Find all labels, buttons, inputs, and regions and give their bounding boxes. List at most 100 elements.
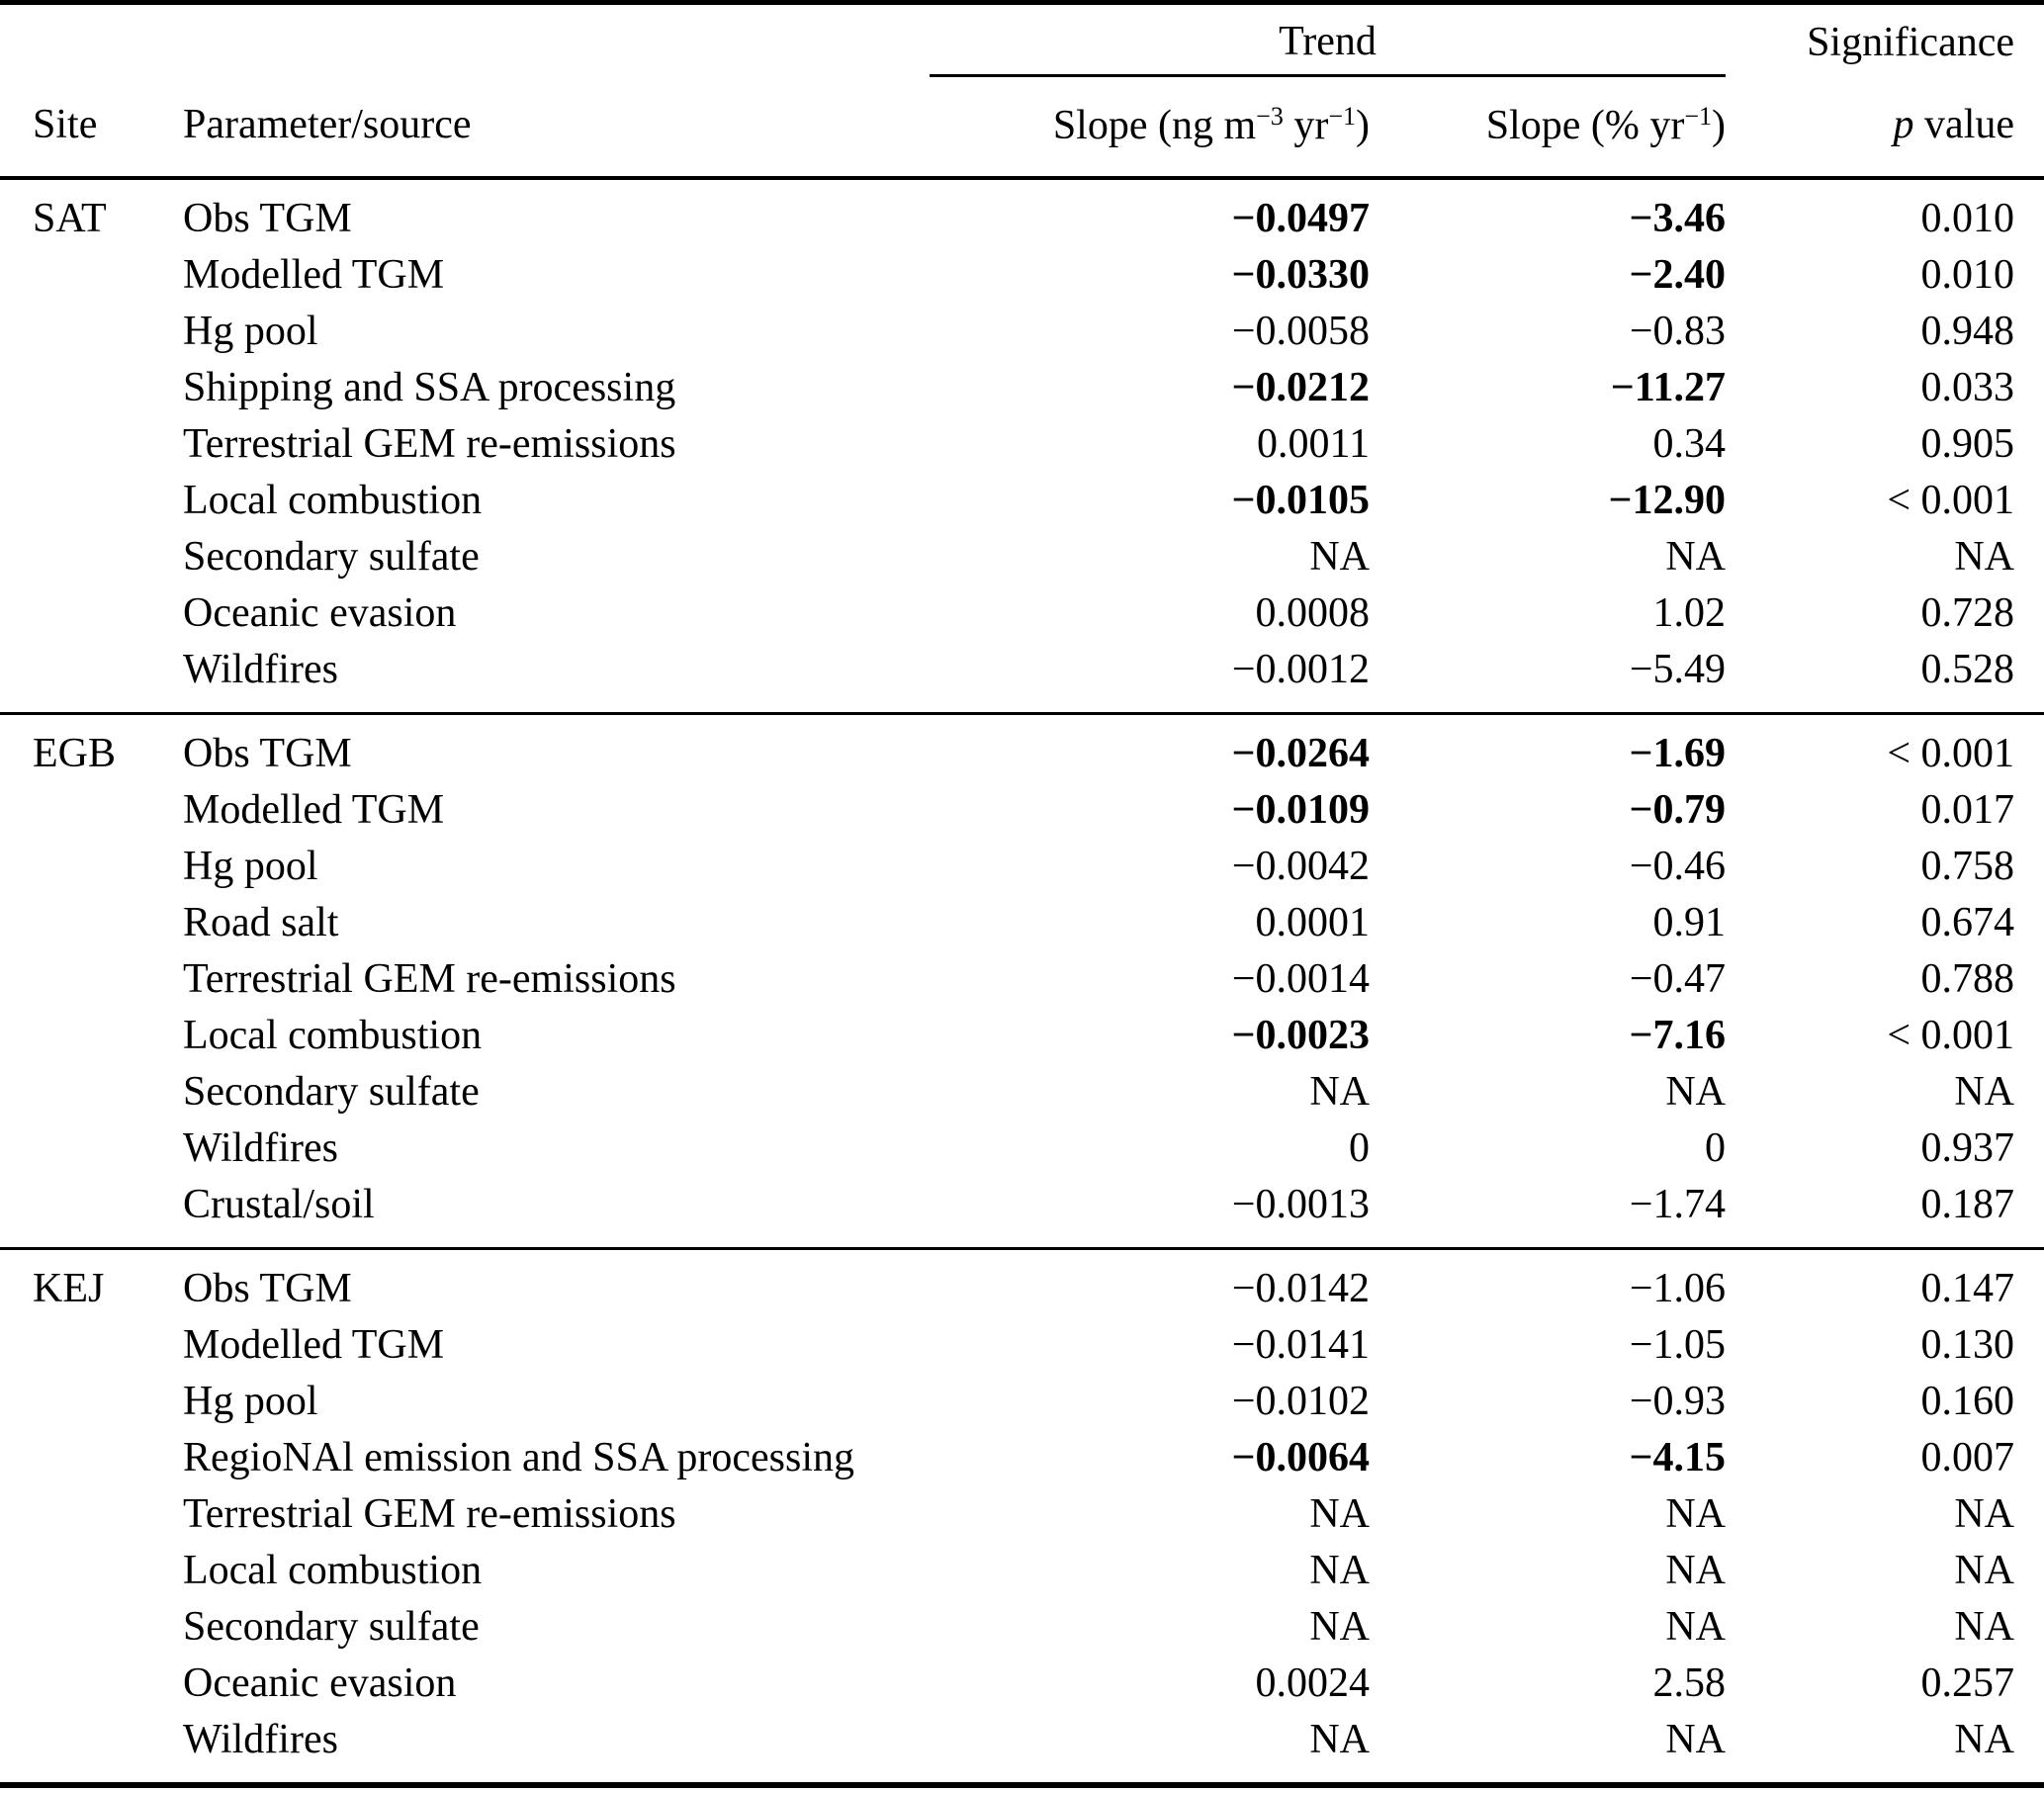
slope-pct-cell: NA bbox=[1665, 1717, 1726, 1763]
table-row: Crustal/soil −0.0013 −1.74 0.187 bbox=[0, 1177, 2044, 1249]
slope-pct-label-base: Slope (% yr bbox=[1485, 103, 1685, 148]
slope-ng-exponent: −1 bbox=[1328, 102, 1356, 131]
parameter-source-cell: Local combustion bbox=[183, 478, 483, 524]
parameter-source-cell: Wildfires bbox=[183, 1125, 338, 1172]
slope-pct-cell: −4.15 bbox=[1629, 1435, 1726, 1481]
slope-ng-cell: NA bbox=[1309, 1069, 1370, 1116]
section-egb: EGB Obs TGM −0.0264 −1.69 < 0.001 Modell… bbox=[0, 713, 2044, 1249]
column-header-row: Site Parameter/source Slope (ng m−3 yr−1… bbox=[0, 76, 2044, 179]
parameter-source-cell: Modelled TGM bbox=[183, 1322, 445, 1369]
parameter-source-cell: Wildfires bbox=[183, 647, 338, 693]
slope-pct-cell: 2.58 bbox=[1652, 1660, 1727, 1707]
table-row: Oceanic evasion 0.0024 2.58 0.257 bbox=[0, 1656, 2044, 1712]
slope-ng-cell: −0.0064 bbox=[1231, 1435, 1370, 1481]
site-cell bbox=[0, 642, 183, 714]
slope-pct-cell: −12.90 bbox=[1608, 478, 1726, 524]
slope-pct-cell: −0.83 bbox=[1629, 309, 1726, 355]
slope-ng-cell: 0.0024 bbox=[1255, 1660, 1371, 1707]
empty-header-cell bbox=[0, 3, 183, 76]
slope-ng-cell: −0.0105 bbox=[1231, 478, 1370, 524]
p-value-cell: 0.905 bbox=[1920, 421, 2015, 468]
p-value-cell: < 0.001 bbox=[1887, 478, 2014, 524]
slope-ng-cell: NA bbox=[1309, 1604, 1370, 1651]
p-value-cell: < 0.001 bbox=[1887, 731, 2014, 777]
parameter-source-cell: Terrestrial GEM re-emissions bbox=[183, 956, 676, 1003]
parameter-source-cell: Secondary sulfate bbox=[183, 534, 480, 581]
parameter-source-cell: Oceanic evasion bbox=[183, 1660, 457, 1707]
table-row: Oceanic evasion 0.0008 1.02 0.728 bbox=[0, 585, 2044, 642]
slope-ng-cell: NA bbox=[1309, 1717, 1370, 1763]
slope-pct-cell: NA bbox=[1665, 1491, 1726, 1538]
col-header-slope-ng: Slope (ng m−3 yr−1) bbox=[930, 76, 1370, 179]
parameter-source-cell: Crustal/soil bbox=[183, 1182, 375, 1228]
table-row: Secondary sulfate NA NA NA bbox=[0, 1064, 2044, 1121]
parameter-source-cell: Wildfires bbox=[183, 1717, 338, 1763]
table-row: Modelled TGM −0.0141 −1.05 0.130 bbox=[0, 1317, 2044, 1374]
slope-pct-cell: −0.79 bbox=[1629, 787, 1726, 834]
site-cell bbox=[0, 1317, 183, 1374]
parameter-source-cell: Road salt bbox=[183, 900, 339, 946]
site-cell bbox=[0, 1430, 183, 1486]
slope-ng-cell: −0.0330 bbox=[1231, 252, 1370, 299]
site-cell: SAT bbox=[33, 196, 107, 242]
table-header: Trend Significance Site Parameter/source… bbox=[0, 2, 2044, 179]
table-row: RegioNAl emission and SSA processing −0.… bbox=[0, 1430, 2044, 1486]
section-sat: SAT Obs TGM −0.0497 −3.46 0.010 Modelled… bbox=[0, 178, 2044, 714]
parameter-source-cell: Hg pool bbox=[183, 844, 318, 890]
slope-pct-label-end: ) bbox=[1712, 103, 1726, 148]
slope-pct-cell: −1.06 bbox=[1629, 1266, 1726, 1312]
slope-pct-cell: NA bbox=[1665, 1069, 1726, 1116]
site-cell bbox=[0, 1599, 183, 1656]
slope-ng-exponent: −3 bbox=[1256, 102, 1284, 131]
p-value-cell: 0.147 bbox=[1920, 1266, 2015, 1312]
slope-ng-cell: 0.0011 bbox=[1257, 421, 1370, 468]
p-value-cell: 0.010 bbox=[1920, 252, 2015, 299]
table-row: Terrestrial GEM re-emissions −0.0014 −0.… bbox=[0, 951, 2044, 1008]
col-header-site: Site bbox=[33, 102, 98, 148]
slope-pct-exponent: −1 bbox=[1684, 102, 1712, 131]
col-header-p-value: p value bbox=[1726, 76, 2044, 179]
parameter-source-cell: Secondary sulfate bbox=[183, 1604, 480, 1651]
table-row: Wildfires −0.0012 −5.49 0.528 bbox=[0, 642, 2044, 714]
p-value-label-rest: value bbox=[1913, 102, 2014, 148]
slope-pct-cell: −7.16 bbox=[1629, 1013, 1726, 1059]
p-value-cell: 0.033 bbox=[1920, 365, 2015, 411]
site-cell bbox=[0, 416, 183, 473]
slope-ng-label-end: ) bbox=[1356, 103, 1370, 148]
table-row: Terrestrial GEM re-emissions 0.0011 0.34… bbox=[0, 416, 2044, 473]
p-value-cell: NA bbox=[1954, 1717, 2014, 1763]
site-cell bbox=[0, 247, 183, 304]
site-cell bbox=[0, 1543, 183, 1599]
p-value-cell: 0.007 bbox=[1920, 1435, 2015, 1481]
site-cell bbox=[0, 360, 183, 416]
slope-ng-cell: NA bbox=[1309, 1548, 1370, 1594]
slope-pct-cell: −0.93 bbox=[1629, 1379, 1726, 1425]
table-row: Local combustion −0.0105 −12.90 < 0.001 bbox=[0, 473, 2044, 529]
slope-pct-cell: −11.27 bbox=[1610, 365, 1726, 411]
slope-ng-cell: −0.0109 bbox=[1231, 787, 1370, 834]
table-row: Hg pool −0.0042 −0.46 0.758 bbox=[0, 839, 2044, 895]
p-symbol: p bbox=[1893, 102, 1914, 148]
col-header-parameter-source: Parameter/source bbox=[183, 102, 472, 148]
table-row: Secondary sulfate NA NA NA bbox=[0, 1599, 2044, 1656]
site-cell bbox=[0, 473, 183, 529]
slope-pct-cell: 0.91 bbox=[1652, 900, 1727, 946]
table-row: Hg pool −0.0058 −0.83 0.948 bbox=[0, 304, 2044, 360]
slope-ng-cell: −0.0102 bbox=[1231, 1379, 1370, 1425]
slope-ng-cell: −0.0264 bbox=[1231, 731, 1370, 777]
parameter-source-cell: Shipping and SSA processing bbox=[183, 365, 676, 411]
p-value-cell: NA bbox=[1954, 1604, 2014, 1651]
slope-pct-cell: −2.40 bbox=[1629, 252, 1726, 299]
site-cell bbox=[0, 839, 183, 895]
parameter-source-cell: Modelled TGM bbox=[183, 787, 445, 834]
parameter-source-cell: Hg pool bbox=[183, 1379, 318, 1425]
trend-group-label: Trend bbox=[1279, 19, 1377, 64]
parameter-source-cell: RegioNAl emission and SSA processing bbox=[183, 1435, 854, 1481]
table-row: EGB Obs TGM −0.0264 −1.69 < 0.001 bbox=[0, 714, 2044, 783]
site-cell bbox=[0, 1064, 183, 1121]
p-value-cell: 0.257 bbox=[1920, 1660, 2015, 1707]
p-value-cell: 0.187 bbox=[1920, 1182, 2015, 1228]
parameter-source-cell: Local combustion bbox=[183, 1548, 483, 1594]
